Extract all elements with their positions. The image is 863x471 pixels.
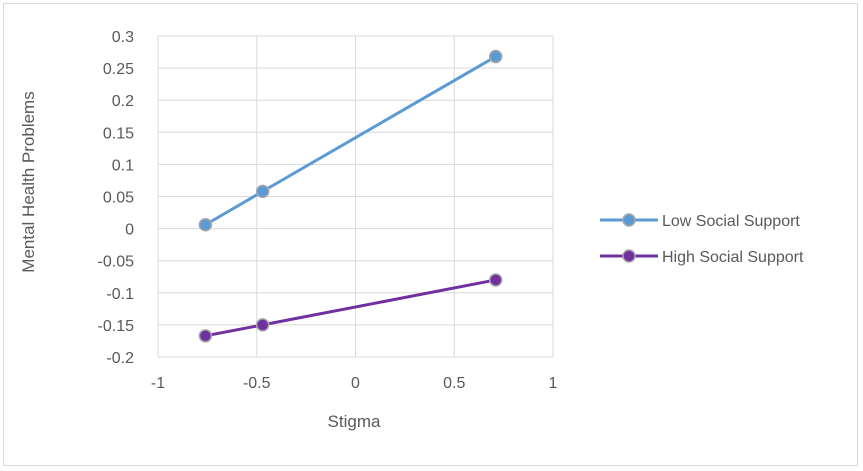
- x-axis-tick-labels: -1 -0.5 0 0.5 1: [151, 375, 558, 392]
- legend-swatch-marker: [622, 249, 636, 263]
- x-tick-label: 0.5: [443, 375, 465, 392]
- series-markers: [198, 49, 503, 343]
- y-tick-label: 0.25: [103, 61, 134, 78]
- x-axis-title: Stigma: [328, 412, 381, 431]
- chart-frame: 0.3 0.25 0.2 0.15 0.1 0.05 0 -0.05 -0.1 -0.15 -0.2…: [3, 3, 858, 466]
- legend-label: Low Social Support: [662, 213, 800, 230]
- x-tick-label: 0: [351, 375, 360, 392]
- y-tick-label: -0.1: [106, 286, 134, 303]
- y-tick-label: 0.1: [112, 157, 134, 174]
- y-tick-label: 0.15: [103, 125, 134, 142]
- x-tick-label: 1: [549, 375, 558, 392]
- y-tick-label: 0.3: [112, 29, 134, 46]
- x-tick-label: -1: [151, 375, 165, 392]
- legend-swatch-marker: [622, 213, 636, 227]
- data-point: [255, 184, 270, 199]
- y-axis-tick-labels: 0.3 0.25 0.2 0.15 0.1 0.05 0 -0.05 -0.1 -0.15 -0.2: [98, 29, 135, 367]
- y-tick-label: 0.05: [103, 190, 134, 207]
- data-point: [255, 318, 270, 332]
- legend: Low Social Support High Social Support: [600, 213, 804, 266]
- y-tick-label: -0.05: [98, 254, 135, 271]
- y-tick-label: -0.2: [106, 350, 134, 367]
- grid-lines: [157, 35, 554, 358]
- x-tick-label: -0.5: [243, 375, 271, 392]
- data-point: [488, 49, 503, 64]
- line-chart: 0.3 0.25 0.2 0.15 0.1 0.05 0 -0.05 -0.1 -0.15 -0.2…: [19, 29, 804, 431]
- y-tick-label: -0.15: [98, 318, 135, 335]
- y-axis-title: Mental Health Problems: [19, 91, 38, 272]
- y-tick-label: 0: [125, 222, 134, 239]
- data-point: [488, 273, 503, 287]
- series-line-0: [203, 55, 498, 227]
- legend-label: High Social Support: [662, 249, 804, 266]
- series-line-1: [203, 278, 498, 338]
- data-point: [198, 217, 213, 232]
- y-tick-label: 0.2: [112, 93, 134, 110]
- data-point: [198, 329, 213, 343]
